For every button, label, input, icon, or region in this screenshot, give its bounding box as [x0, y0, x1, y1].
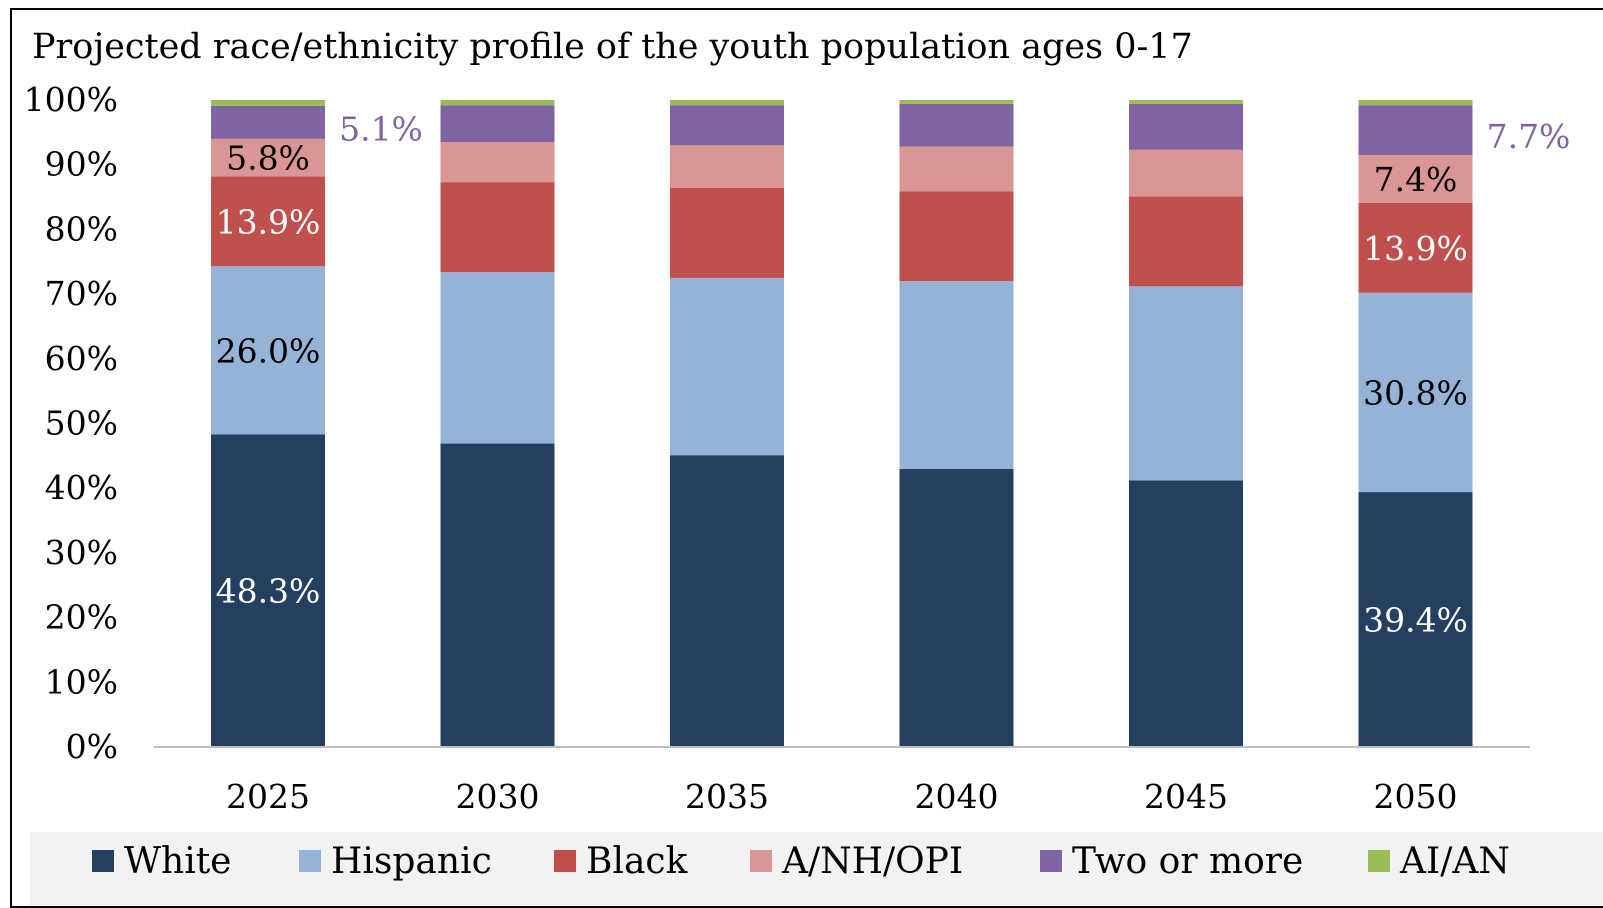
- bar-segment-two-or-more-2045: [1129, 103, 1243, 150]
- y-tick-label: 30%: [45, 533, 118, 572]
- bar-segment-white-2025: [211, 434, 325, 747]
- bar-segment-black-2045: [1129, 196, 1243, 287]
- bar-segment-hispanic-2045: [1129, 286, 1243, 481]
- x-tick-label: 2025: [226, 777, 310, 816]
- legend-label: AI/AN: [1399, 841, 1510, 882]
- bar-segment-black-2025: [211, 176, 325, 267]
- bar-segment-white-2030: [440, 443, 555, 747]
- data-label: 48.3%: [216, 572, 321, 611]
- legend: White Hispanic Black A/NH/OPI Two or more AI/…: [30, 832, 1603, 906]
- x-axis: 2025 2030 2035 2040 2045 2050: [154, 746, 1530, 816]
- y-tick-label: 60%: [45, 339, 118, 378]
- legend-swatch: [750, 850, 772, 872]
- bar-segment-white-2050: [1358, 492, 1473, 747]
- bar-segment-ai-an-2050: [1358, 100, 1473, 106]
- bar-segment-a-nh-opi-2040: [899, 146, 1014, 192]
- bar-segment-ai-an-2030: [440, 100, 555, 106]
- bar-segment-black-2050: [1358, 202, 1473, 293]
- y-tick-label: 100%: [24, 80, 118, 119]
- legend-label: Hispanic: [331, 841, 492, 882]
- bar-segment-two-or-more-2025: [211, 105, 325, 139]
- x-tick-label: 2050: [1374, 777, 1458, 816]
- data-label: 7.4%: [1374, 160, 1458, 199]
- data-label: 7.7%: [1487, 117, 1571, 156]
- legend-label: Black: [586, 841, 689, 882]
- bar-segment-black-2040: [899, 191, 1014, 282]
- y-tick-label: 20%: [45, 598, 118, 637]
- stacked-bar-chart: Projected race/ethnicity profile of the …: [24, 27, 1603, 906]
- bars-group: 48.3% 26.0% 13.9% 5.8% 5.1% 39.4% 30.8% 13.9% 7.…: [211, 100, 1570, 747]
- legend-background: [30, 832, 1603, 906]
- y-axis: 0% 10% 20% 30% 40% 50% 60% 70% 80% 90% 100%: [24, 80, 118, 766]
- chart-title: Projected race/ethnicity profile of the …: [32, 27, 1193, 67]
- bar-segment-ai-an-2025: [211, 100, 325, 106]
- x-tick-label: 2040: [915, 777, 999, 816]
- bar-segment-hispanic-2030: [440, 272, 555, 444]
- y-tick-label: 50%: [45, 404, 118, 443]
- bar-segment-a-nh-opi-2035: [670, 145, 784, 188]
- legend-label: Two or more: [1072, 841, 1303, 882]
- bar-segment-hispanic-2050: [1358, 292, 1473, 493]
- y-tick-label: 90%: [45, 145, 118, 184]
- legend-swatch: [1368, 850, 1390, 872]
- legend-swatch: [554, 850, 576, 872]
- bar-segment-ai-an-2035: [670, 100, 784, 106]
- bar-segment-a-nh-opi-2050: [1358, 154, 1473, 203]
- data-label: 30.8%: [1363, 373, 1468, 412]
- y-tick-label: 0%: [66, 727, 118, 766]
- bar-segment-white-2040: [899, 468, 1014, 747]
- legend-swatch: [299, 850, 321, 872]
- y-tick-label: 10%: [45, 662, 118, 701]
- x-tick-label: 2045: [1144, 777, 1228, 816]
- data-label: 13.9%: [216, 202, 321, 241]
- y-tick-label: 80%: [45, 209, 118, 248]
- data-label: 39.4%: [1363, 601, 1468, 640]
- data-label: 26.0%: [216, 331, 321, 370]
- bar-segment-ai-an-2045: [1129, 100, 1243, 104]
- bar-segment-two-or-more-2030: [440, 105, 555, 143]
- legend-swatch: [92, 850, 114, 872]
- bar-segment-black-2030: [440, 182, 555, 273]
- bar-segment-hispanic-2025: [211, 266, 325, 435]
- chart-frame: Projected race/ethnicity profile of the …: [10, 8, 1603, 908]
- data-label: 5.8%: [226, 139, 310, 178]
- bar-segment-hispanic-2035: [670, 277, 784, 456]
- bar-segment-two-or-more-2035: [670, 105, 784, 146]
- data-label: 13.9%: [1363, 229, 1468, 268]
- x-tick-label: 2030: [456, 777, 540, 816]
- legend-label: A/NH/OPI: [781, 841, 963, 882]
- y-tick-label: 70%: [45, 274, 118, 313]
- bar-segment-white-2035: [670, 455, 784, 747]
- bar-segment-ai-an-2040: [899, 100, 1014, 104]
- y-tick-label: 40%: [45, 468, 118, 507]
- bar-segment-black-2035: [670, 187, 784, 278]
- bar-segment-hispanic-2040: [899, 281, 1014, 469]
- bar-segment-a-nh-opi-2025: [211, 138, 325, 177]
- data-label: 5.1%: [339, 109, 423, 148]
- bar-segment-white-2045: [1129, 480, 1243, 747]
- bar-segment-a-nh-opi-2045: [1129, 149, 1243, 197]
- bar-segment-two-or-more-2050: [1358, 105, 1473, 155]
- bar-segment-a-nh-opi-2030: [440, 142, 555, 183]
- legend-label: White: [124, 841, 231, 882]
- bar-segment-two-or-more-2040: [899, 103, 1014, 147]
- x-tick-label: 2035: [685, 777, 769, 816]
- legend-swatch: [1040, 850, 1062, 872]
